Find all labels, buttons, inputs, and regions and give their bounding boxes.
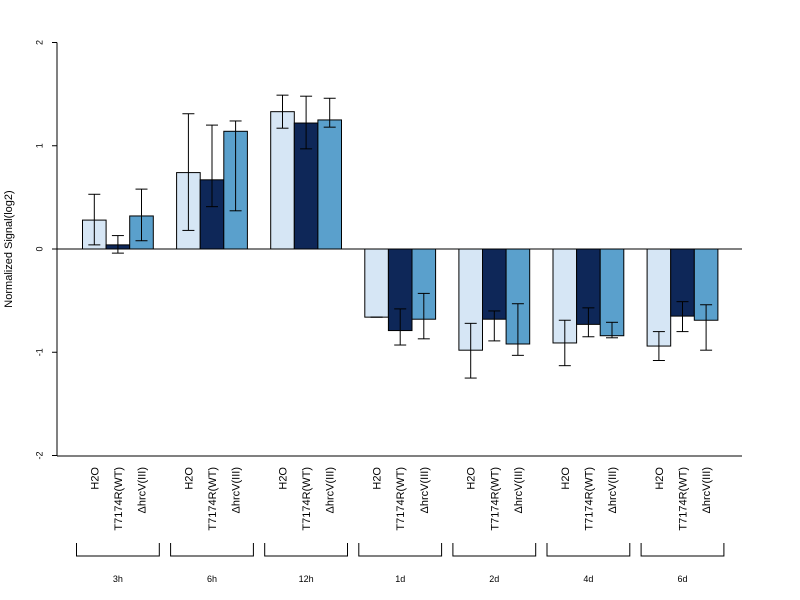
group-bracket: [170, 543, 254, 557]
y-tick-label: 1: [34, 143, 44, 148]
group-bracket: [264, 543, 348, 557]
category-labels: H2O T7174R(WT) ΔhrcV(III) 3h H2O T7174R(WT) Δh…: [76, 467, 725, 584]
group-label: 6h: [207, 574, 217, 584]
bar: [364, 248, 389, 318]
y-axis-label: Normalized Signal(log2): [3, 190, 15, 307]
bars: [82, 111, 719, 351]
bar-category-label: ΔhrcV(III): [513, 467, 525, 513]
y-tick-label: -1: [34, 348, 44, 356]
group-label: 1d: [395, 574, 405, 584]
bar-category-label: T7174R(WT): [301, 467, 313, 531]
bar-category-label: ΔhrcV(III): [231, 467, 243, 513]
group-bracket: [452, 543, 537, 557]
bar-category-label: T7174R(WT): [489, 467, 501, 531]
group-bracket: [640, 543, 725, 557]
bar-category-label: H2O: [89, 467, 101, 490]
group-label: 3h: [113, 574, 123, 584]
error-bars: [57, 94, 742, 379]
bar-category-label: ΔhrcV(III): [325, 467, 337, 513]
bar: [482, 248, 507, 320]
bar-category-label: ΔhrcV(III): [137, 467, 149, 513]
group-label: 6d: [677, 574, 687, 584]
bar-category-label: H2O: [466, 467, 478, 490]
y-tick-label: 0: [34, 246, 44, 251]
group-bracket: [546, 543, 631, 557]
y-tick-label: 2: [34, 40, 44, 45]
bar-category-label: H2O: [654, 467, 666, 490]
bar-category-label: ΔhrcV(III): [607, 467, 619, 513]
group-label: 12h: [299, 574, 314, 584]
bar: [270, 111, 295, 250]
bar-category-label: T7174R(WT): [113, 467, 125, 531]
group-label: 4d: [583, 574, 593, 584]
bar-category-label: ΔhrcV(III): [701, 467, 713, 513]
bar-category-label: H2O: [183, 467, 195, 490]
bar-category-label: H2O: [560, 467, 572, 490]
bar-category-label: ΔhrcV(III): [419, 467, 431, 513]
bar-category-label: H2O: [278, 467, 290, 490]
bar-category-label: T7174R(WT): [207, 467, 219, 531]
group-bracket: [358, 543, 443, 557]
bar-category-label: T7174R(WT): [395, 467, 407, 531]
bar-category-label: T7174R(WT): [583, 467, 595, 531]
bar-category-label: T7174R(WT): [678, 467, 690, 531]
group-label: 2d: [489, 574, 499, 584]
group-bracket: [76, 543, 160, 557]
bar: [317, 119, 342, 250]
y-tick-label: -2: [34, 451, 44, 459]
bar-category-label: H2O: [372, 467, 384, 490]
